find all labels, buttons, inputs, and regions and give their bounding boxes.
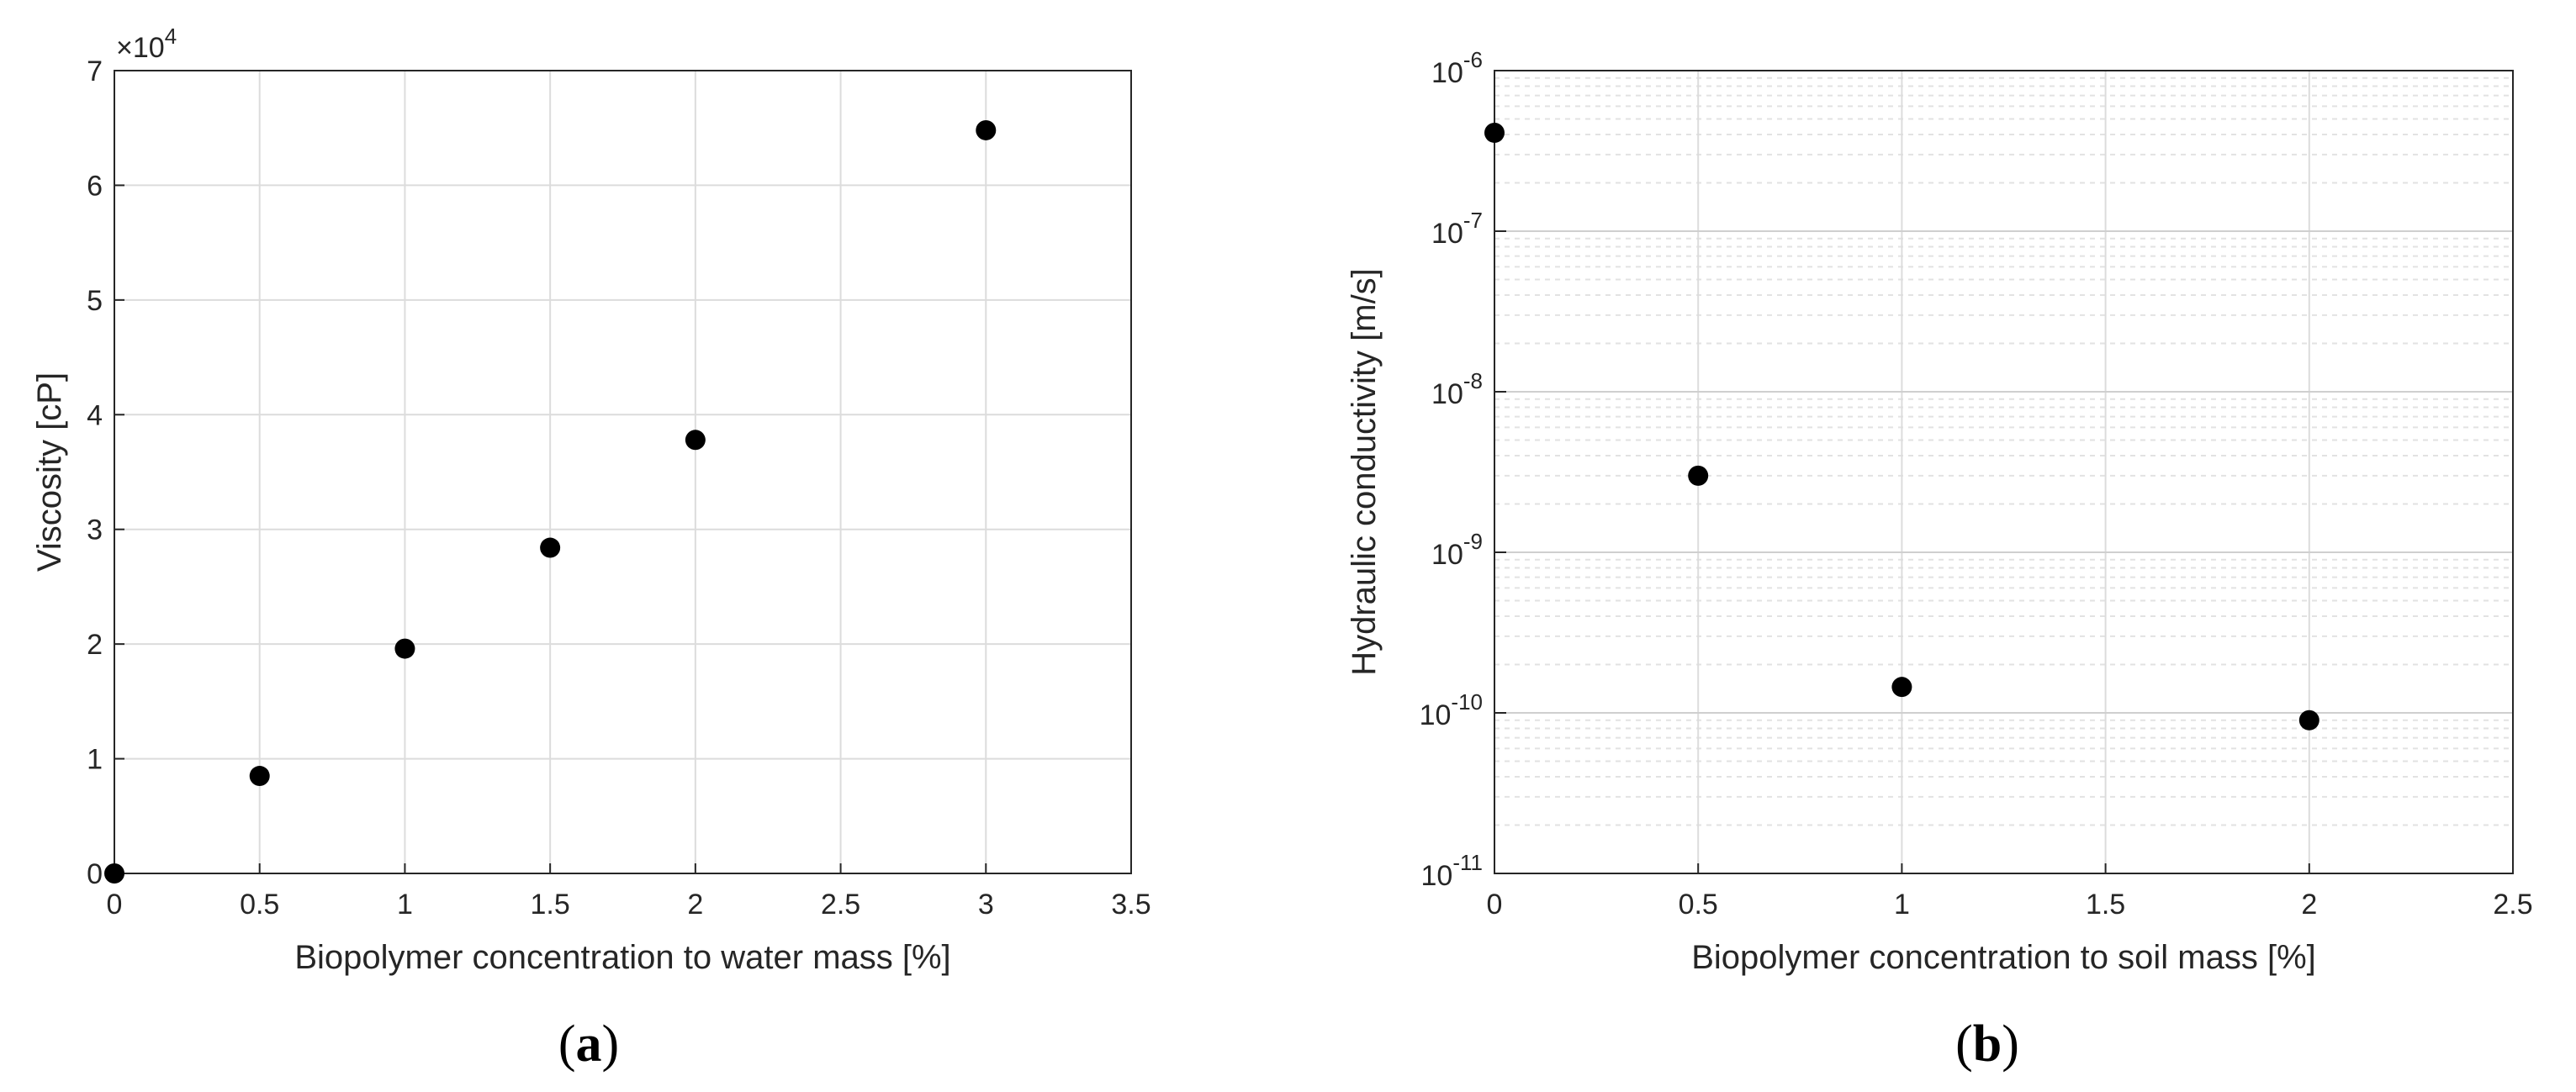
chart-b-y-tick-label: 10-6 bbox=[1431, 47, 1483, 89]
chart-a-data-point bbox=[394, 638, 415, 659]
chart-a-y-tick-label: 7 bbox=[87, 55, 103, 87]
chart-b-x-tick-label: 0 bbox=[1487, 889, 1503, 921]
chart-a-points bbox=[104, 119, 997, 884]
chart-b-x-tick-label: 1.5 bbox=[2086, 889, 2125, 921]
chart-b-y-tick-label: 10-7 bbox=[1431, 208, 1483, 250]
chart-a-y-tick-label: 4 bbox=[87, 399, 103, 431]
chart-a-y-axis-label: Viscosity [cP] bbox=[31, 372, 68, 572]
chart-a-y-tick-label: 6 bbox=[87, 170, 103, 202]
chart-b-x-tick-label: 1 bbox=[1894, 889, 1910, 921]
chart-a-x-tick-label: 1 bbox=[397, 889, 413, 921]
chart-a-data-point bbox=[249, 766, 270, 787]
chart-a-x-tick-label: 0.5 bbox=[240, 889, 279, 921]
chart-a-panel-label: (a) bbox=[558, 1016, 619, 1073]
chart-b-data-point bbox=[1484, 122, 1505, 143]
chart-b-y-tick-label: 10-8 bbox=[1431, 368, 1483, 410]
chart-a-ticks: 0 0.5 1 1.5 2 2.5 3 3.5 0 1 2 3 4 5 6 7 bbox=[87, 55, 1151, 921]
chart-b-y-axis-label: Hydraulic conductivity [m/s] bbox=[1346, 268, 1383, 676]
chart-b-y-tick-label: 10-11 bbox=[1421, 850, 1483, 892]
chart-a-x-tick-label: 1.5 bbox=[531, 889, 570, 921]
chart-a-y-tick-label: 2 bbox=[87, 629, 103, 661]
chart-a-x-tick-label: 2 bbox=[687, 889, 703, 921]
chart-a-x-tick-label: 0 bbox=[107, 889, 123, 921]
chart-b-y-tick-label: 10-9 bbox=[1431, 529, 1483, 571]
chart-a-y-tick-label: 5 bbox=[87, 285, 103, 317]
chart-a-data-point bbox=[540, 537, 561, 558]
chart-a-data-point bbox=[104, 863, 124, 884]
chart-b-x-tick-label: 2 bbox=[2301, 889, 2317, 921]
chart-b-data-point bbox=[1891, 677, 1912, 698]
chart-b-data-point bbox=[1688, 465, 1709, 486]
chart-a-plot-frame bbox=[114, 70, 1132, 874]
chart-a-y-exponent-label: ×104 bbox=[116, 24, 177, 64]
chart-a-y-tick-label: 3 bbox=[87, 514, 103, 546]
chart-a-x-tick-label: 2.5 bbox=[821, 889, 860, 921]
chart-a-data-point bbox=[976, 119, 997, 140]
chart-a-viscosity: 0 0.5 1 1.5 2 2.5 3 3.5 0 1 2 3 4 5 6 7 ×104 Biopolymer… bbox=[31, 24, 1151, 1073]
chart-a-data-point bbox=[685, 430, 706, 451]
chart-b-x-tick-label: 2.5 bbox=[2493, 889, 2532, 921]
chart-b-x-axis-label: Biopolymer concentration to soil mass [%… bbox=[1691, 939, 2316, 976]
chart-b-plot-frame bbox=[1494, 70, 2514, 874]
chart-b-points bbox=[1484, 122, 2319, 731]
chart-b-ticks: 0 0.5 1 1.5 2 2.5 10-11 10-10 10-9 10-8 10-7 10-6 bbox=[1420, 47, 2533, 921]
chart-a-x-axis-label: Biopolymer concentration to water mass [… bbox=[294, 939, 950, 976]
chart-a-x-tick-label: 3 bbox=[978, 889, 994, 921]
chart-a-y-tick-label: 1 bbox=[87, 744, 103, 776]
chart-b-panel-label: (b) bbox=[1955, 1016, 2019, 1073]
chart-b-y-tick-label: 10-10 bbox=[1420, 689, 1483, 731]
chart-b-data-point bbox=[2298, 710, 2319, 731]
chart-a-y-tick-label: 0 bbox=[87, 858, 103, 890]
chart-b-x-tick-label: 0.5 bbox=[1679, 889, 1718, 921]
chart-a-x-tick-label: 3.5 bbox=[1111, 889, 1150, 921]
chart-b-grid bbox=[1494, 70, 2514, 874]
chart-b-hydraulic-conductivity: 0 0.5 1 1.5 2 2.5 10-11 10-10 10-9 10-8 10-7 10-6 B… bbox=[1346, 47, 2533, 1073]
chart-a-grid bbox=[114, 70, 1132, 874]
